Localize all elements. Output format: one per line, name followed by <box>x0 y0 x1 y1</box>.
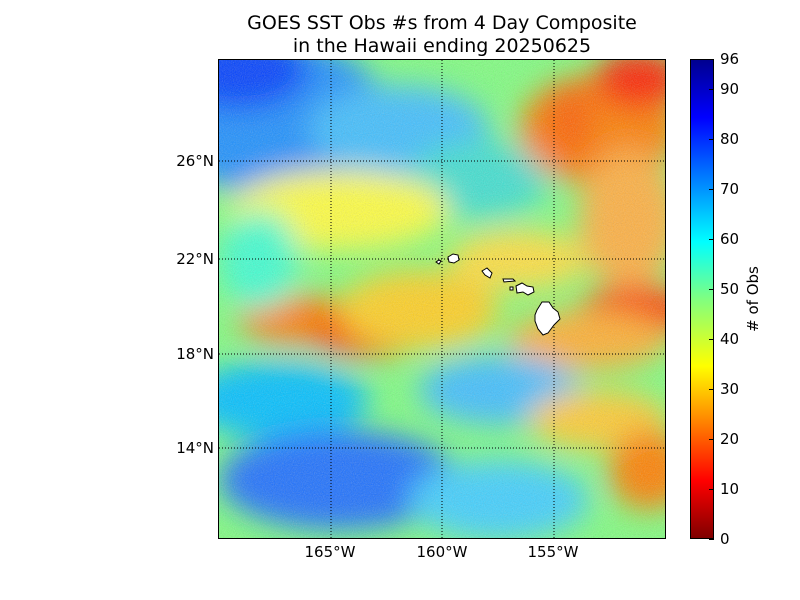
lon-label-165w: 165°W <box>304 543 356 561</box>
island-oahu <box>481 267 493 279</box>
colorbar-tick-label: 80 <box>720 130 740 148</box>
lon-label-155w: 155°W <box>527 543 579 561</box>
graticule <box>219 60 665 538</box>
colorbar-tick-mark <box>709 189 714 190</box>
lon-label-160w: 160°W <box>416 543 468 561</box>
colorbar-tick-mark <box>709 489 714 490</box>
colorbar-tick-mark <box>709 439 714 440</box>
colorbar-tick-label: 90 <box>720 80 740 98</box>
colorbar <box>690 59 714 539</box>
colorbar-tick-label: 30 <box>720 380 740 398</box>
colorbar-tick-mark <box>709 239 714 240</box>
colorbar-tick-mark <box>709 389 714 390</box>
colorbar-tick-label: 70 <box>720 180 740 198</box>
lat-label-22n: 22°N <box>176 250 214 268</box>
colorbar-tick-mark <box>709 289 714 290</box>
sst-observation-map <box>218 59 666 539</box>
map-title-line-2: in the Hawaii ending 20250625 <box>292 35 592 57</box>
colorbar-label: # of Obs <box>744 266 762 332</box>
colorbar-tick-label: 20 <box>720 430 740 448</box>
colorbar-tick-label: 50 <box>720 280 740 298</box>
colorbar-tick-mark <box>709 139 714 140</box>
colorbar-tick-mark <box>709 339 714 340</box>
island-hawaii <box>534 301 561 336</box>
island-maui <box>515 282 535 296</box>
colorbar-tick-label: 60 <box>720 230 740 248</box>
island-molokai <box>502 278 517 283</box>
island-kauai <box>447 253 460 264</box>
colorbar-tick-mark <box>709 539 714 540</box>
colorbar-tick-label: 96 <box>720 50 740 68</box>
island-lanai <box>509 286 514 291</box>
colorbar-tick-mark <box>709 59 714 60</box>
colorbar-tick-mark <box>709 89 714 90</box>
lat-label-14n: 14°N <box>176 439 214 457</box>
colorbar-tick-label: 40 <box>720 330 740 348</box>
lat-label-18n: 18°N <box>176 345 214 363</box>
hawaiian-islands <box>435 253 561 336</box>
map-title-line-1: GOES SST Obs #s from 4 Day Composite <box>247 12 637 34</box>
lat-label-26n: 26°N <box>176 152 214 170</box>
colorbar-tick-label: 10 <box>720 480 740 498</box>
island-niihau <box>435 259 442 265</box>
colorbar-tick-label: 0 <box>720 530 730 548</box>
